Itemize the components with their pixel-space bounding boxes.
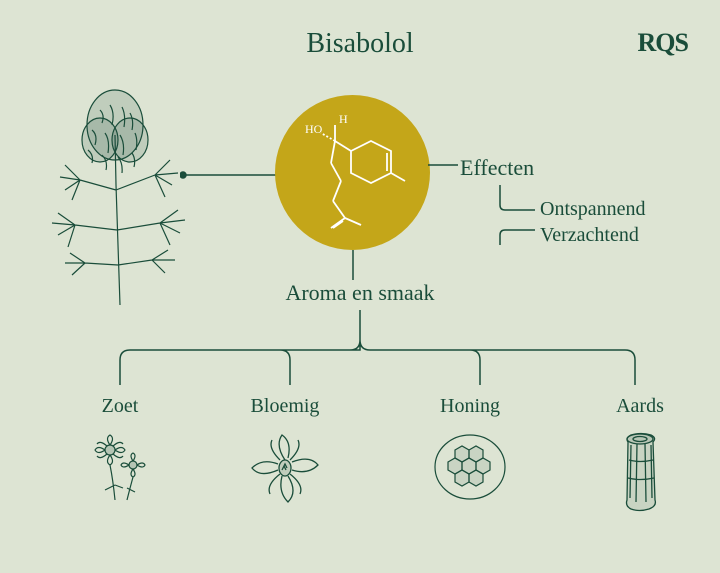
flavor-label: Honing: [400, 395, 540, 418]
flavor-item-zoet: Zoet: [50, 395, 190, 505]
honeycomb-icon: [400, 430, 540, 505]
connector-molecule-aroma: [348, 250, 358, 280]
aroma-heading: Aroma en smaak: [285, 280, 434, 306]
effect-item-0: Ontspannend: [540, 198, 646, 221]
flavor-label: Aards: [570, 395, 710, 418]
page-title: Bisabolol: [306, 28, 413, 60]
aroma-bracket: [70, 310, 650, 390]
flavor-label: Zoet: [50, 395, 190, 418]
flavor-label: Bloemig: [215, 395, 355, 418]
effects-bracket: [495, 185, 540, 245]
effects-heading: Effecten: [460, 155, 534, 181]
molecule-circle: HO H: [275, 95, 430, 250]
flavor-item-honing: Honing: [400, 395, 540, 505]
flower-large-icon: [215, 430, 355, 510]
connector-plant-molecule: [180, 170, 280, 180]
cannabis-plant-icon: [30, 85, 210, 305]
molecule-structure-icon: HO H: [283, 103, 423, 243]
flavor-item-bloemig: Bloemig: [215, 395, 355, 510]
connector-molecule-effects: [428, 160, 458, 170]
effect-item-1: Verzachtend: [540, 224, 639, 247]
brand-logo: RQS: [638, 28, 688, 58]
flavor-item-aards: Aards: [570, 395, 710, 515]
log-icon: [570, 430, 710, 515]
molecule-label-h: H: [339, 112, 348, 126]
molecule-label-ho: HO: [305, 122, 323, 136]
flower-small-icon: [50, 430, 190, 505]
